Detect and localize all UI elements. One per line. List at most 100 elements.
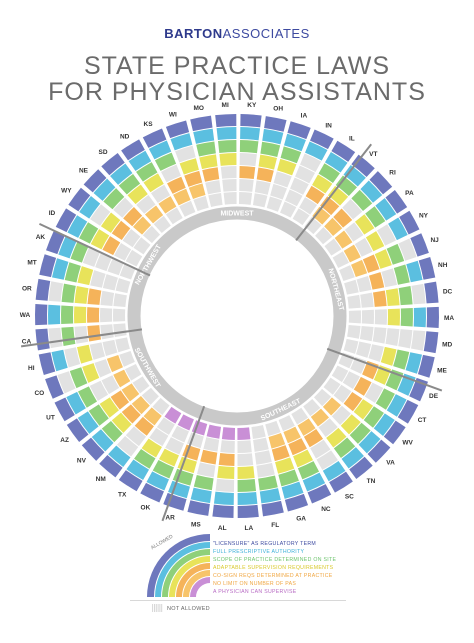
ring-cell-la-6 bbox=[237, 427, 251, 440]
ring-cell-ca-1 bbox=[48, 327, 63, 349]
ring-cell-mi-3 bbox=[219, 153, 237, 166]
ring-cell-mt-1 bbox=[51, 258, 69, 280]
ring-cell-nc-3 bbox=[293, 449, 314, 468]
ring-cell-ri-4 bbox=[333, 208, 353, 228]
state-label-wi: WI bbox=[169, 111, 177, 118]
ring-cell-vt-4 bbox=[320, 196, 340, 216]
ring-cell-va-4 bbox=[331, 405, 351, 425]
ring-cell-co-3 bbox=[82, 363, 100, 383]
state-label-ky: KY bbox=[247, 102, 257, 109]
state-label-il: IL bbox=[349, 135, 355, 142]
ring-cell-al-6 bbox=[221, 427, 236, 440]
ring-cell-ky-3 bbox=[239, 153, 257, 167]
ring-cell-dc-0 bbox=[424, 281, 439, 304]
ring-cell-ny-2 bbox=[376, 224, 396, 246]
state-label-ks: KS bbox=[144, 121, 154, 128]
ring-cell-ky-1 bbox=[240, 127, 261, 141]
ring-cell-tx-4 bbox=[149, 427, 169, 447]
legend-arc-4 bbox=[176, 563, 210, 597]
ring-cell-ct-3 bbox=[364, 382, 384, 403]
ring-cell-hi-6 bbox=[115, 337, 130, 353]
ring-cell-hi-2 bbox=[64, 347, 81, 368]
ring-cell-ne-4 bbox=[123, 207, 143, 227]
ring-cell-mo-4 bbox=[202, 167, 220, 182]
ring-cell-wa-4 bbox=[86, 307, 100, 323]
state-label-ar: AR bbox=[165, 515, 175, 522]
state-label-ri: RI bbox=[389, 169, 396, 176]
ring-cell-pa-1 bbox=[375, 198, 397, 221]
ring-cell-il-0 bbox=[331, 140, 356, 162]
ring-cell-al-0 bbox=[212, 504, 234, 518]
ring-cell-nv-2 bbox=[101, 420, 123, 443]
state-label-nj: NJ bbox=[430, 237, 439, 244]
ring-cell-fl-6 bbox=[251, 424, 266, 439]
ring-cell-ma-4 bbox=[374, 309, 387, 325]
ring-cell-ri-5 bbox=[324, 217, 343, 236]
ring-cell-va-1 bbox=[358, 431, 381, 454]
ring-cell-ri-2 bbox=[351, 189, 373, 212]
state-label-ca: CA bbox=[22, 339, 32, 346]
ring-cell-ok-0 bbox=[140, 482, 164, 503]
ring-cell-al-3 bbox=[217, 465, 235, 479]
region-band-ring bbox=[127, 206, 347, 426]
ring-cell-mt-6 bbox=[115, 278, 131, 294]
ring-cell-hi-1 bbox=[51, 349, 68, 372]
ring-cell-pa-3 bbox=[355, 214, 375, 235]
ring-cell-ks-6 bbox=[179, 200, 196, 217]
ring-cell-nm-4 bbox=[134, 416, 154, 436]
ring-cell-tx-2 bbox=[134, 449, 156, 469]
ring-cell-mo-3 bbox=[199, 154, 218, 170]
ring-cell-la-0 bbox=[237, 504, 259, 518]
state-label-az: AZ bbox=[60, 437, 69, 444]
state-label-nd: ND bbox=[120, 134, 130, 141]
ring-cell-wa-0 bbox=[35, 304, 48, 326]
ring-cell-tn-6 bbox=[303, 398, 321, 417]
ring-cell-az-2 bbox=[88, 404, 109, 426]
ring-cell-ma-0 bbox=[426, 306, 439, 328]
state-label-va: VA bbox=[386, 460, 395, 467]
ring-cell-fl-0 bbox=[261, 500, 284, 517]
ring-cell-ok-3 bbox=[158, 448, 179, 467]
ring-cell-dc-5 bbox=[360, 292, 374, 308]
ring-cell-ia-3 bbox=[277, 158, 297, 176]
ring-cell-ks-4 bbox=[167, 176, 186, 194]
ring-cell-nm-1 bbox=[108, 445, 131, 467]
ring-cell-ct-5 bbox=[342, 371, 360, 390]
state-label-tn: TN bbox=[367, 478, 376, 485]
ring-cell-ga-4 bbox=[271, 445, 290, 462]
ring-cell-nh-3 bbox=[381, 268, 398, 288]
ring-cell-nc-5 bbox=[283, 426, 301, 444]
ring-cell-mo-1 bbox=[193, 128, 215, 144]
ring-cell-ne-5 bbox=[132, 216, 152, 235]
ring-cell-ks-3 bbox=[160, 164, 181, 183]
state-label-nc: NC bbox=[321, 506, 331, 513]
ring-cell-fl-1 bbox=[259, 488, 281, 504]
ring-cell-az-1 bbox=[77, 411, 99, 434]
ring-cell-ak-0 bbox=[46, 230, 65, 255]
state-label-ne: NE bbox=[79, 167, 89, 174]
ring-cell-nh-1 bbox=[406, 260, 423, 283]
ring-cell-ga-3 bbox=[275, 457, 295, 474]
ring-cell-mi-6 bbox=[223, 192, 237, 205]
legend-arc-2 bbox=[162, 549, 210, 597]
region-divider-1 bbox=[326, 347, 443, 392]
ring-cell-wy-3 bbox=[100, 212, 121, 233]
ring-cell-nh-2 bbox=[393, 264, 410, 285]
ring-cell-nh-6 bbox=[344, 279, 359, 295]
state-label-ga: GA bbox=[296, 516, 306, 523]
ring-cell-vt-2 bbox=[335, 175, 358, 197]
ring-cell-ia-1 bbox=[284, 133, 306, 152]
ring-cell-wv-6 bbox=[323, 377, 341, 395]
ring-cell-dc-1 bbox=[411, 283, 426, 305]
ring-cell-mt-0 bbox=[39, 254, 57, 278]
state-label-nh: NH bbox=[438, 262, 448, 269]
ring-cell-me-6 bbox=[343, 338, 359, 354]
ring-cell-dc-2 bbox=[398, 286, 413, 306]
region-bands: MIDWESTNORTHEASTSOUTHEASTSOUTHWESTNORTHW… bbox=[127, 206, 347, 426]
ring-cell-ut-5 bbox=[113, 369, 131, 388]
ring-cell-ca-4 bbox=[87, 325, 102, 342]
ring-cell-sc-3 bbox=[310, 439, 331, 459]
ring-cell-ms-4 bbox=[200, 449, 218, 465]
region-divider-2 bbox=[161, 405, 206, 522]
